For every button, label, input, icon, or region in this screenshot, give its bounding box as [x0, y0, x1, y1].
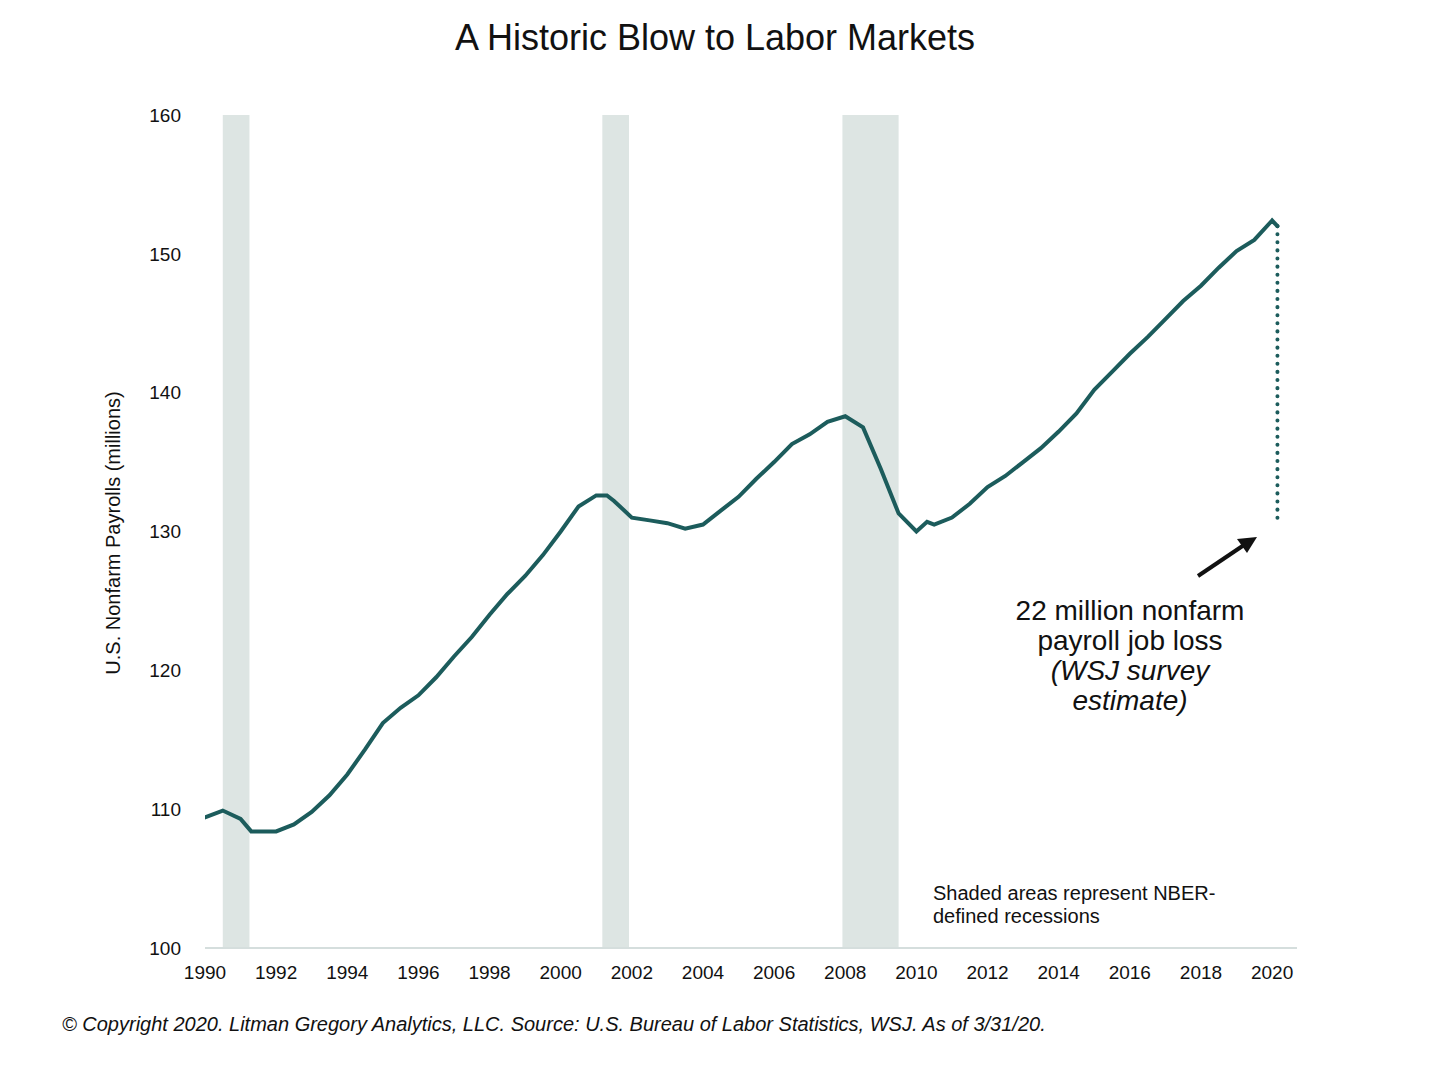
svg-text:22 million nonfarm: 22 million nonfarm — [1016, 595, 1245, 626]
svg-text:110: 110 — [151, 799, 181, 820]
svg-text:1990: 1990 — [184, 962, 226, 983]
svg-text:2014: 2014 — [1038, 962, 1081, 983]
svg-text:160: 160 — [149, 105, 181, 126]
svg-text:1996: 1996 — [397, 962, 439, 983]
svg-text:(WSJ survey: (WSJ survey — [1051, 655, 1212, 686]
svg-text:U.S. Nonfarm Payrolls (million: U.S. Nonfarm Payrolls (millions) — [102, 391, 124, 674]
svg-text:2004: 2004 — [682, 962, 725, 983]
svg-text:1992: 1992 — [255, 962, 297, 983]
svg-text:130: 130 — [149, 521, 181, 542]
svg-text:2000: 2000 — [540, 962, 582, 983]
svg-text:2012: 2012 — [966, 962, 1008, 983]
svg-text:1998: 1998 — [468, 962, 510, 983]
svg-text:A Historic Blow to Labor Marke: A Historic Blow to Labor Markets — [455, 17, 975, 58]
svg-text:120: 120 — [149, 660, 181, 681]
svg-text:2016: 2016 — [1109, 962, 1151, 983]
svg-text:2010: 2010 — [895, 962, 937, 983]
svg-text:150: 150 — [149, 244, 181, 265]
svg-text:estimate): estimate) — [1072, 685, 1187, 716]
svg-text:2018: 2018 — [1180, 962, 1222, 983]
svg-text:1994: 1994 — [326, 962, 369, 983]
svg-text:140: 140 — [149, 382, 181, 403]
svg-text:payroll job loss: payroll job loss — [1037, 625, 1222, 656]
svg-text:© Copyright 2020. Litman Grego: © Copyright 2020. Litman Gregory Analyti… — [62, 1013, 1046, 1035]
svg-text:2008: 2008 — [824, 962, 866, 983]
svg-text:2020: 2020 — [1251, 962, 1293, 983]
svg-text:2006: 2006 — [753, 962, 795, 983]
svg-text:2002: 2002 — [611, 962, 653, 983]
svg-text:100: 100 — [149, 938, 181, 959]
svg-text:defined recessions: defined recessions — [933, 905, 1100, 927]
svg-text:Shaded areas represent NBER-: Shaded areas represent NBER- — [933, 882, 1215, 904]
